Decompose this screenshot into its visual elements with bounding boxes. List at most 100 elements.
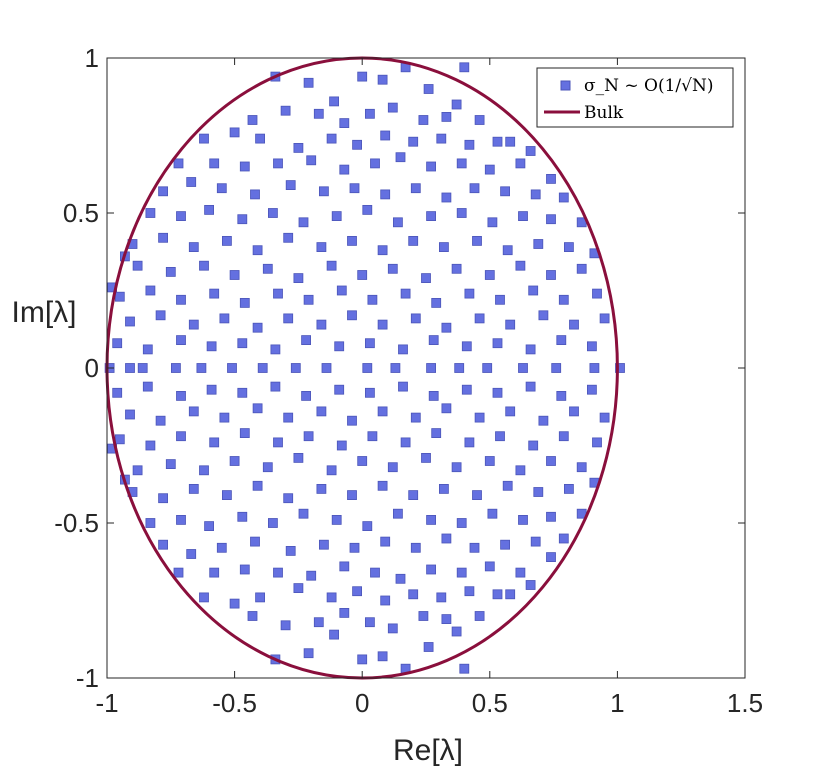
y-axis-label: Im[λ]: [12, 296, 77, 329]
data-point: [229, 270, 240, 280]
data-point: [438, 242, 449, 253]
data-point: [145, 518, 156, 528]
data-point: [188, 406, 199, 417]
data-point: [321, 363, 332, 373]
data-point: [464, 288, 475, 299]
data-point: [518, 515, 528, 525]
y-tick-label: -1: [76, 663, 99, 693]
data-point: [505, 589, 516, 600]
data-point: [492, 387, 503, 398]
data-point: [349, 183, 360, 194]
data-point: [339, 118, 350, 128]
data-point: [451, 462, 462, 473]
legend: σ_N ~ O(1/√N) Bulk: [536, 67, 734, 128]
data-point: [221, 490, 232, 501]
data-point: [500, 539, 511, 550]
data-point: [155, 310, 166, 321]
x-tick-label: -1: [95, 688, 118, 718]
data-point: [313, 108, 324, 119]
data-point: [306, 570, 317, 581]
data-point: [255, 592, 266, 603]
data-point: [410, 313, 421, 324]
data-point: [329, 629, 340, 640]
data-point: [599, 313, 610, 324]
data-point: [538, 415, 549, 426]
data-point: [290, 363, 301, 373]
data-point: [546, 173, 556, 184]
data-point: [362, 521, 373, 531]
data-point: [316, 483, 327, 494]
data-point: [518, 363, 528, 373]
data-point: [426, 515, 437, 525]
data-point: [451, 626, 462, 637]
data-point: [615, 363, 625, 373]
data-point: [283, 412, 294, 423]
data-point: [250, 536, 260, 547]
tick-labels-layer: -1 -0.5 0 0.5 1 1.5 -1 -0.5 0 0.5 1: [54, 43, 763, 718]
data-point: [587, 341, 597, 352]
data-point: [125, 316, 135, 327]
data-point: [301, 335, 312, 346]
data-point: [329, 96, 340, 107]
x-tick-label: 0.5: [472, 688, 508, 718]
x-tick-label: 1.5: [727, 688, 763, 718]
data-point: [316, 242, 327, 253]
data-point: [188, 242, 199, 253]
data-point: [454, 363, 465, 373]
data-point: [293, 273, 304, 284]
data-point: [204, 204, 215, 215]
data-point: [428, 390, 439, 401]
data-point: [145, 285, 156, 296]
x-tick-label: -0.5: [212, 688, 257, 718]
legend-marker-square: [560, 80, 571, 91]
data-point: [112, 387, 123, 398]
data-point: [306, 155, 317, 166]
data-point: [370, 567, 380, 578]
data-point: [112, 338, 123, 349]
data-point: [326, 133, 337, 144]
legend-box: [536, 67, 734, 128]
data-point: [237, 511, 248, 522]
data-point: [347, 415, 357, 426]
data-point: [484, 164, 495, 175]
data-point: [533, 487, 544, 497]
data-point: [525, 580, 536, 590]
data-point: [188, 319, 199, 330]
data-point: [456, 518, 467, 528]
y-tick-label: 0: [85, 353, 99, 383]
data-point: [216, 542, 227, 553]
data-point: [298, 217, 309, 228]
data-point: [303, 648, 314, 659]
data-point: [199, 133, 209, 144]
data-point: [556, 335, 567, 346]
data-point: [339, 608, 350, 618]
data-point: [204, 521, 215, 531]
data-point: [438, 483, 449, 494]
data-point: [482, 363, 493, 373]
data-point: [176, 294, 186, 305]
data-point: [219, 412, 230, 423]
data-point: [546, 511, 556, 522]
data-point: [303, 431, 314, 442]
data-point: [206, 384, 217, 395]
data-point: [472, 235, 482, 246]
data-point: [252, 245, 263, 256]
data-point: [188, 483, 199, 494]
data-point: [380, 130, 391, 141]
data-point: [270, 381, 281, 392]
data-point: [339, 561, 350, 572]
data-point: [293, 583, 304, 593]
data-point: [530, 536, 541, 547]
data-point: [239, 428, 250, 439]
data-point: [237, 214, 248, 225]
data-point: [145, 208, 156, 218]
data-point: [505, 136, 516, 147]
data-point: [347, 490, 357, 501]
data-point: [173, 158, 184, 169]
data-point: [408, 235, 419, 246]
data-point: [247, 611, 258, 621]
data-point: [267, 518, 278, 528]
data-point: [250, 189, 260, 200]
data-point: [564, 242, 574, 253]
data-point: [313, 617, 324, 628]
